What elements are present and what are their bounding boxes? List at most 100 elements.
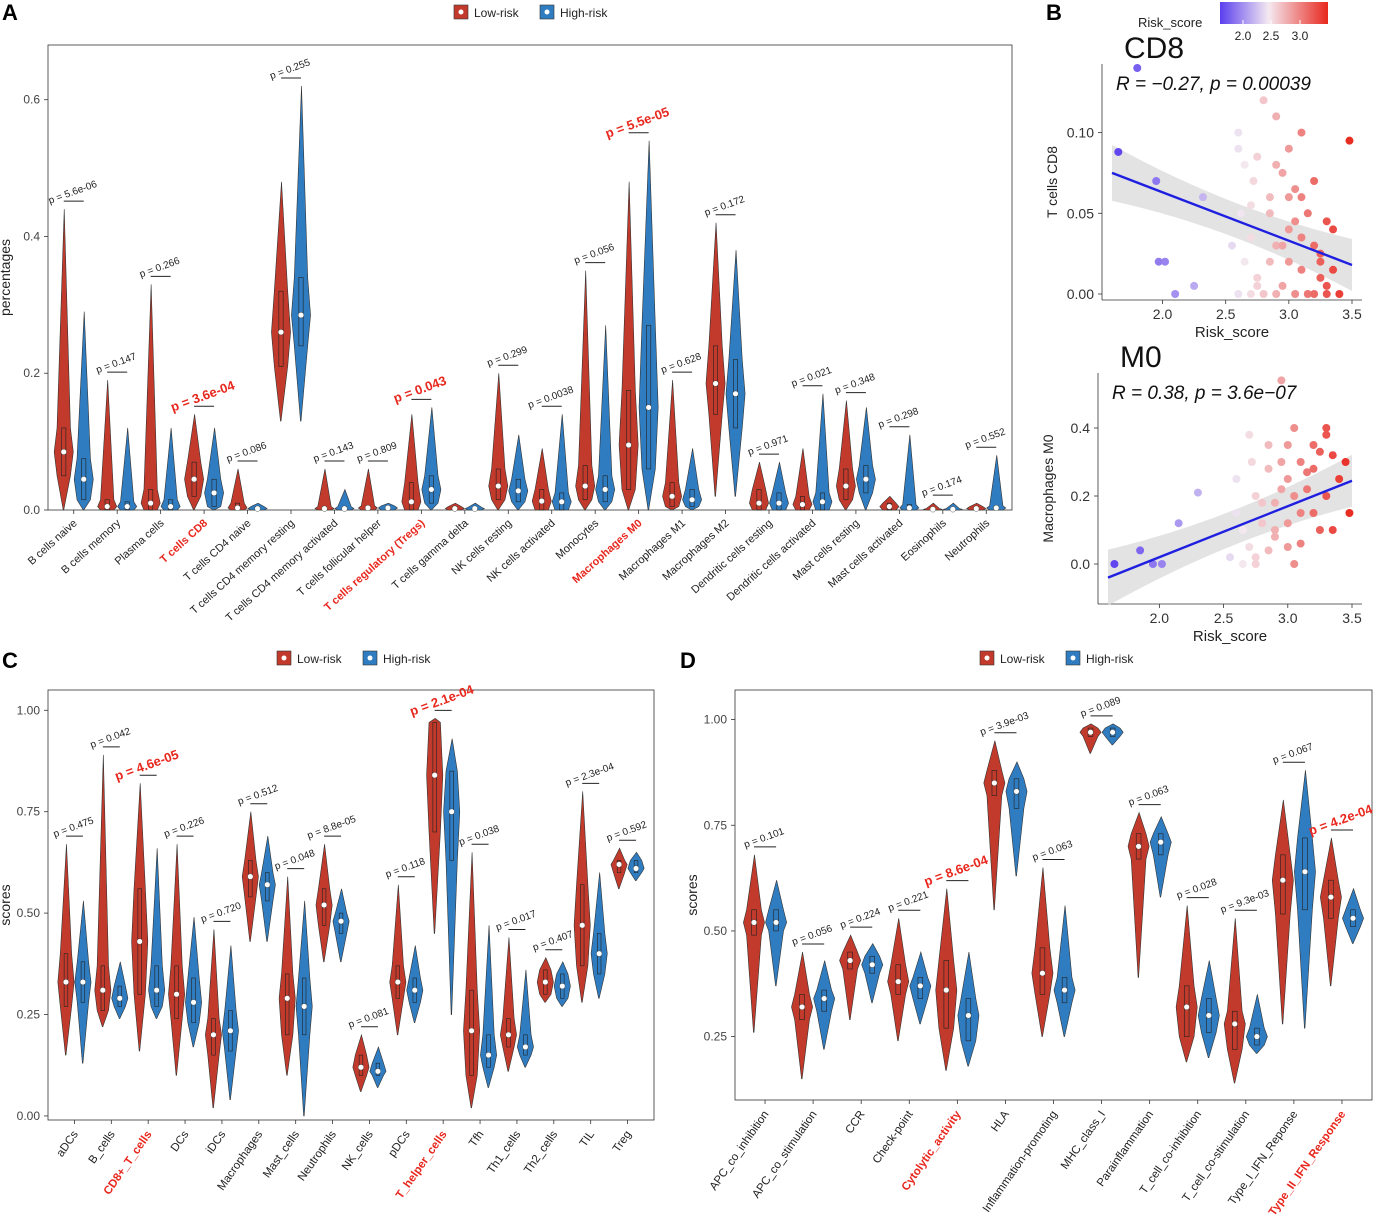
panel-d-violin-high-6 bbox=[1053, 905, 1076, 1037]
panel-a-violin-low-7 bbox=[357, 468, 378, 511]
panel-d-median-low-11 bbox=[1279, 877, 1286, 884]
panel-c-median-low-7 bbox=[321, 902, 328, 909]
panel-b-m0-ytick-label-2: 0.4 bbox=[1071, 420, 1091, 436]
panel-b-m0-point-29 bbox=[1232, 509, 1241, 517]
panel-b-m0-point-18 bbox=[1296, 539, 1305, 548]
panel-b-cd8-point-38 bbox=[1278, 168, 1287, 177]
panel-b-cd8-point-47 bbox=[1335, 290, 1344, 298]
panel-d-box-low-4 bbox=[943, 960, 949, 1029]
panel-c-median-high-7 bbox=[338, 918, 345, 925]
panel-a-box-low-2 bbox=[148, 489, 154, 511]
panel-c-violin-low-15 bbox=[610, 847, 628, 890]
panel-b-cd8-point-40 bbox=[1240, 160, 1249, 169]
panel-b-m0-ylabel: Macrophages M0 bbox=[1040, 434, 1056, 542]
panel-d-category-label-5: HLA bbox=[989, 1109, 1012, 1134]
panel-c-median-low-2 bbox=[136, 938, 143, 945]
panel-c-plot-frame bbox=[47, 689, 655, 1121]
panel-a-median-low-5 bbox=[278, 329, 285, 336]
panel-d-legend-label-1: High-risk bbox=[1086, 652, 1134, 666]
panel-b-cd8-point-21 bbox=[1297, 265, 1306, 274]
panel-d-violin-low-7 bbox=[1079, 723, 1102, 754]
panel-c-median-low-1 bbox=[99, 987, 106, 994]
panel-d-median-low-0 bbox=[750, 919, 757, 926]
panel-b-m0-point-2 bbox=[1148, 560, 1157, 568]
panel-d-box-high-4 bbox=[965, 998, 972, 1042]
panel-c-violin-high-8 bbox=[369, 1046, 387, 1088]
panel-a-violin-low-17 bbox=[792, 448, 813, 511]
panel-d-median-high-12 bbox=[1350, 915, 1357, 922]
panel-a-violin-low-8 bbox=[401, 414, 422, 511]
panel-d-median-high-0 bbox=[773, 919, 780, 926]
panel-c-violin-low-10 bbox=[426, 718, 444, 934]
panel-d-box-high-11 bbox=[1302, 837, 1308, 911]
panel-c-median-low-3 bbox=[173, 991, 180, 998]
panel-a-violin-high-16 bbox=[769, 462, 789, 511]
panel-a-violin-low-2 bbox=[140, 284, 161, 511]
panel-d-median-high-6 bbox=[1061, 987, 1068, 994]
panel-b-cd8-point-31 bbox=[1246, 233, 1255, 242]
panel-a-violin-high-2 bbox=[160, 427, 181, 511]
panel-a-box-low-13 bbox=[626, 390, 632, 490]
panel-d-median-high-4 bbox=[965, 1012, 972, 1019]
panel-c-violin-high-12 bbox=[516, 969, 534, 1068]
panel-a-violin-low-0 bbox=[53, 209, 74, 511]
panel-b-m0-ytick-label-0: 0.0 bbox=[1071, 556, 1091, 572]
panel-a-box-low-5 bbox=[278, 290, 284, 367]
panel-c-median-high-0 bbox=[79, 979, 86, 986]
panel-b-m0-point-48 bbox=[1322, 430, 1331, 439]
panel-d-median-low-10 bbox=[1231, 1020, 1238, 1027]
panel-b-cd8-point-51 bbox=[1234, 144, 1243, 153]
panel-d-median-low-7 bbox=[1087, 729, 1094, 736]
panel-d-violin-low-10 bbox=[1223, 918, 1246, 1084]
panel-b-m0-point-28 bbox=[1322, 424, 1331, 432]
panel-b-m0-point-14 bbox=[1270, 532, 1279, 541]
panel-b-colorbar-label-2: 3.0 bbox=[1292, 29, 1309, 43]
panel-d-violin-low-11 bbox=[1271, 799, 1294, 1025]
panel-a-violin-high-6 bbox=[334, 488, 355, 511]
panel-b-m0-point-16 bbox=[1283, 519, 1292, 528]
panel-b-cd8-point-56 bbox=[1272, 160, 1281, 169]
panel-d-category-label-3: Check-point bbox=[871, 1108, 916, 1166]
panel-c-legend-dot-0 bbox=[281, 655, 287, 661]
panel-a-median-low-17 bbox=[799, 501, 806, 508]
panel-b-m0-point-0 bbox=[1110, 560, 1119, 568]
panel-c-median-high-8 bbox=[374, 1068, 381, 1075]
panel-d-category-label-7: MHC_class_I bbox=[1059, 1109, 1108, 1172]
panel-c-median-high-12 bbox=[522, 1043, 529, 1050]
panel-b-colorbar-label-0: 2.0 bbox=[1235, 29, 1252, 43]
panel-a-violin-low-6 bbox=[314, 468, 335, 511]
panel-d-median-low-3 bbox=[895, 978, 902, 985]
panel-d-ytick-label-0: 0.25 bbox=[704, 1030, 728, 1044]
panel-c-median-low-5 bbox=[247, 873, 254, 880]
panel-b-cd8-point-33 bbox=[1265, 209, 1274, 218]
panel-d-violin-high-10 bbox=[1245, 994, 1268, 1054]
panel-b-colorbar-title: Risk_score bbox=[1138, 15, 1202, 30]
panel-a-category-label-9: T cells gamma delta bbox=[390, 517, 472, 592]
panel-c-violin-high-9 bbox=[406, 945, 424, 1023]
panel-b-cd8-point-7 bbox=[1198, 193, 1207, 202]
panel-c-category-label-14: TIL bbox=[578, 1128, 598, 1149]
panel-c-category-label-7: Neutrophils bbox=[296, 1129, 339, 1184]
panel-c-category-label-0: aDCs bbox=[55, 1129, 81, 1160]
panel-c-median-high-4 bbox=[227, 1027, 234, 1034]
panel-c-violin-low-11 bbox=[463, 852, 480, 1109]
panel-a-median-high-3 bbox=[211, 489, 218, 496]
panel-c-violin-low-14 bbox=[573, 791, 591, 1003]
panel-b-cd8-ytick-label-0: 0.00 bbox=[1067, 286, 1094, 302]
panel-b-cd8-fit-line bbox=[1111, 171, 1353, 267]
panel-d-median-low-9 bbox=[1183, 1004, 1190, 1011]
panel-c-legend-label-1: High-risk bbox=[383, 652, 431, 666]
panel-d-violin-high-11 bbox=[1294, 770, 1316, 1029]
panel-b-m0-point-45 bbox=[1264, 546, 1273, 555]
panel-d-violin-low-4 bbox=[935, 888, 958, 1071]
panel-d-median-low-12 bbox=[1327, 894, 1334, 901]
panel-a-category-label-7: T cells follicular helper bbox=[295, 517, 384, 599]
panel-b-cd8-ytick-label-1: 0.05 bbox=[1067, 205, 1094, 221]
panel-a-violin-high-0 bbox=[73, 311, 94, 511]
panel-c-category-label-12: Th1_cells bbox=[485, 1129, 523, 1176]
panel-b-cd8-xtick-label-3: 3.5 bbox=[1342, 306, 1362, 322]
panel-b-m0-point-38 bbox=[1303, 485, 1312, 494]
panel-b-cd8-point-48 bbox=[1246, 201, 1255, 210]
panel-d-median-high-8 bbox=[1157, 839, 1164, 846]
